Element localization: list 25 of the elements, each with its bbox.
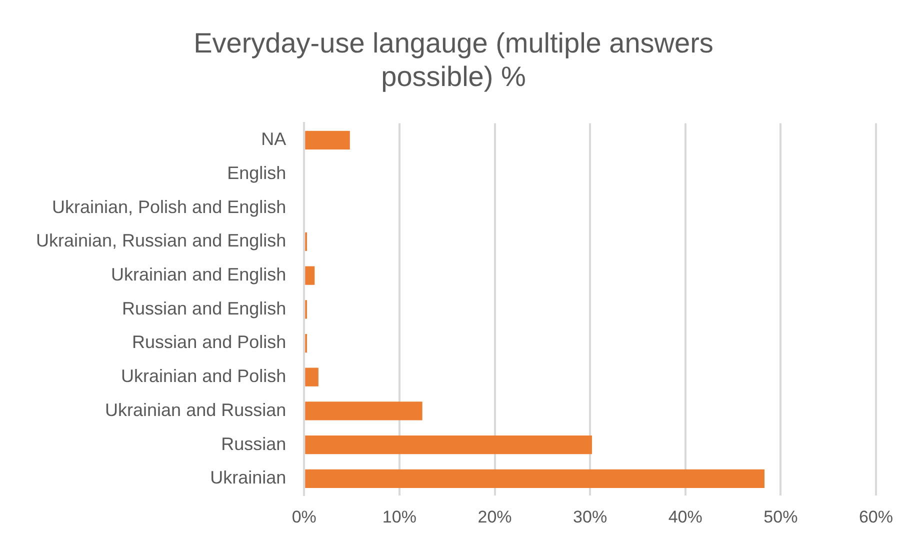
bar — [305, 368, 318, 386]
x-tick-label: 0% — [292, 507, 316, 526]
bar — [305, 130, 350, 150]
y-tick-label: Russian — [221, 434, 286, 454]
y-tick-label: Russian and Polish — [132, 332, 286, 352]
y-tick-label: NA — [261, 129, 286, 150]
chart-title: Everyday-use langauge (multiple answers possible) % — [194, 28, 714, 92]
bar — [305, 402, 422, 420]
x-tick-label: 10% — [382, 507, 416, 526]
x-tick-label: 50% — [764, 507, 798, 526]
y-tick-label: Ukrainian, Russian and English — [36, 230, 286, 251]
y-tick-label: Ukrainian and English — [111, 264, 286, 285]
x-tick-label: 60% — [858, 507, 894, 526]
bar — [305, 469, 764, 488]
y-tick-label: Russian and English — [122, 298, 286, 318]
y-tick-label: Ukrainian — [210, 468, 286, 488]
bar — [305, 266, 315, 285]
y-tick-label: English — [227, 162, 286, 183]
x-tick-label: 40% — [668, 507, 702, 526]
y-tick-label: Ukrainian and Russian — [105, 400, 286, 420]
x-tick-label: 20% — [478, 507, 512, 526]
y-tick-label: Ukrainian and Polish — [121, 366, 286, 386]
y-tick-label: Ukrainian, Polish and English — [52, 196, 286, 217]
x-tick-label: 30% — [573, 507, 608, 526]
bar — [305, 436, 592, 454]
